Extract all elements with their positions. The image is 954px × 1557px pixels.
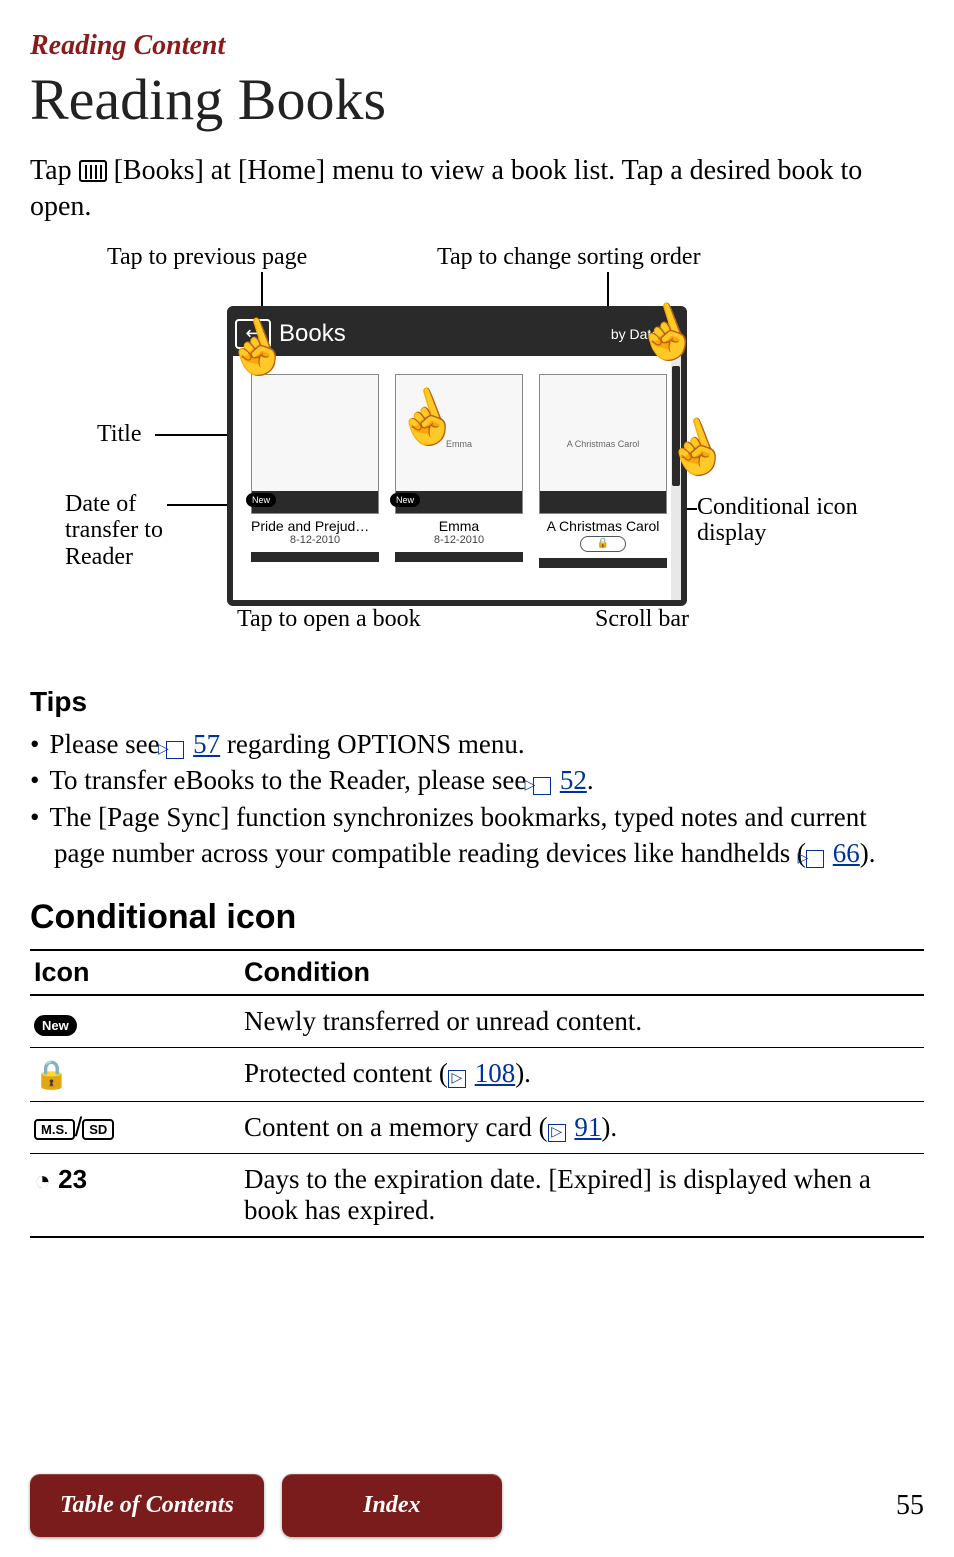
device-header: ↩ Books by Date ▼ [233,312,681,356]
callout-sort: Tap to change sorting order [437,244,701,270]
index-button[interactable]: Index [282,1474,502,1537]
scrollbar[interactable] [671,356,681,600]
card-row2 [251,552,379,562]
intro-pre: Tap [30,155,79,186]
callout-scrollbar: Scroll bar [595,606,689,632]
sort-label: by Date [611,326,659,342]
icon-cell: M.S./SD [30,1101,240,1153]
page-number: 55 [896,1490,924,1522]
lock-icon: 🔒 [580,536,626,552]
conditional-icon-table: Icon Condition New Newly transferred or u… [30,949,924,1238]
table-row: ◔ 23 Days to the expiration date. [Expire… [30,1153,924,1237]
page-ref-icon: ▷ [806,850,824,868]
book-card[interactable]: A Christmas Carol A Christmas Carol 🔒 [539,374,667,568]
back-button[interactable]: ↩ [235,319,271,349]
book-card[interactable]: Emma New Emma 8-12-2010 [395,374,523,568]
callout-date: Date of transfer to Reader [65,491,205,570]
page-ref-link[interactable]: 108 [475,1058,516,1088]
card-row2 [539,558,667,568]
intro-paragraph: Tap [Books] at [Home] menu to view a boo… [30,153,924,226]
expire-icon: ◔ 23 [34,1164,87,1194]
table-row: 🔒 Protected content (▷ 108). [30,1047,924,1101]
tip-item: Please see ▷ 57 regarding OPTIONS menu. [30,726,924,762]
book-title: Pride and Prejud… [251,518,379,534]
condition-cell: Content on a memory card (▷ 91). [240,1101,924,1153]
page-ref-icon: ▷ [533,777,551,795]
tip-item: To transfer eBooks to the Reader, please… [30,762,924,798]
table-row: New Newly transferred or unread content. [30,995,924,1048]
book-date: 8-12-2010 [251,534,379,546]
section-label: Reading Content [30,30,924,62]
book-cover: Emma New [395,374,523,514]
page-ref-link[interactable]: 66 [833,838,860,868]
icon-cell: New [30,995,240,1048]
callout-title: Title [97,421,141,447]
page-title: Reading Books [30,66,924,133]
books-icon [79,160,107,182]
scrollbar-thumb[interactable] [672,366,680,486]
ms-card-icon: M.S. [34,1119,75,1140]
icon-cell: 🔒 [30,1047,240,1101]
book-date: 8-12-2010 [395,534,523,546]
table-row: M.S./SDContent on a memory card (▷ 91). [30,1101,924,1153]
card-row2 [395,552,523,562]
page-ref-icon: ▷ [548,1124,566,1142]
condition-cell: Newly transferred or unread content. [240,995,924,1048]
page-ref-link[interactable]: 91 [574,1112,601,1142]
callout-open-book: Tap to open a book [237,606,421,632]
condition-cell: Protected content (▷ 108). [240,1047,924,1101]
col-condition: Condition [240,950,924,995]
icon-cell: ◔ 23 [30,1153,240,1237]
book-card[interactable]: New Pride and Prejud… 8-12-2010 [251,374,379,568]
book-cover: A Christmas Carol [539,374,667,514]
book-cover: New [251,374,379,514]
page-ref-icon: ▷ [448,1070,466,1088]
condition-cell: Days to the expiration date. [Expired] i… [240,1153,924,1237]
sd-card-icon: SD [82,1119,114,1140]
page-ref-link[interactable]: 57 [193,729,220,759]
new-icon: New [34,1015,77,1036]
device-header-title: Books [271,320,611,348]
book-grid: New Pride and Prejud… 8-12-2010 Emma New… [233,356,681,572]
callout-prev-page: Tap to previous page [107,244,307,270]
tips-list: Please see ▷ 57 regarding OPTIONS menu.T… [30,726,924,872]
col-icon: Icon [30,950,240,995]
page-ref-link[interactable]: 52 [560,765,587,795]
book-title: Emma [395,518,523,534]
conditional-icon-heading: Conditional icon [30,898,924,937]
intro-mid: [Books] at [Home] menu to view a book li… [30,155,862,222]
book-title: A Christmas Carol [539,518,667,534]
books-screen-diagram: Tap to previous page Tap to change sorti… [37,246,917,656]
new-badge-icon: New [246,493,276,507]
cover-text: Emma [446,439,472,449]
tips-heading: Tips [30,686,924,718]
device-screenshot: ↩ Books by Date ▼ New Pride and Prejud… … [227,306,687,606]
callout-cond-icon: Conditional icon display [697,494,897,547]
new-badge-icon: New [390,493,420,507]
chevron-down-icon: ▼ [663,327,675,341]
sort-button[interactable]: by Date ▼ [611,326,675,342]
toc-button[interactable]: Table of Contents [30,1474,264,1537]
page-ref-icon: ▷ [166,741,184,759]
cover-text: A Christmas Carol [567,439,640,449]
lock-icon: 🔒 [34,1059,69,1090]
tip-item: The [Page Sync] function synchronizes bo… [30,799,924,872]
page-footer: Table of Contents Index 55 [30,1474,924,1537]
